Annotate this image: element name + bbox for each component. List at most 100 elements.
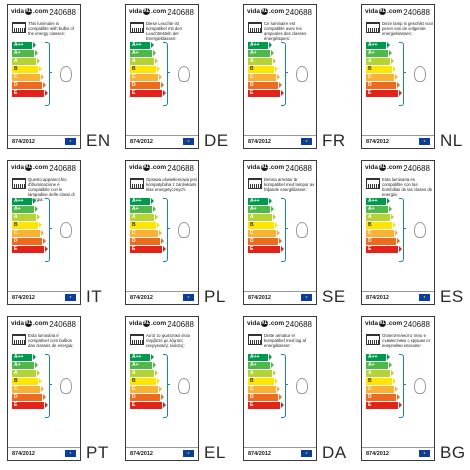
footer-divider (362, 447, 434, 448)
regulation-number: 874/2012 (12, 451, 35, 457)
brand-text-before: vida (129, 8, 143, 15)
regulation-number: 874/2012 (12, 295, 35, 301)
energy-label-it: vida XL .com 240688 Questo apparecchio d'ill… (0, 156, 117, 310)
label-card: vida XL .com 240688 Dette armatur er kompati… (243, 316, 317, 461)
brand-mark: XL (379, 320, 387, 327)
regulation-number: 874/2012 (366, 139, 389, 145)
compatibility-bracket (45, 354, 52, 418)
energy-class-scale: A++ A+ A B C D E (366, 354, 402, 410)
energy-class-bar: D (366, 237, 400, 246)
language-code: DA (322, 443, 347, 462)
energy-class-bar: A++ (130, 354, 154, 362)
energy-class-bar: C (248, 73, 280, 82)
energy-label-en: vida XL .com 240688 This luminaire is compat… (0, 0, 117, 154)
energy-class-bar: A+ (12, 205, 38, 214)
energy-class-bar: A++ (12, 42, 36, 50)
energy-class-bar: E (248, 401, 284, 410)
brand-text-before: vida (247, 320, 261, 327)
brand-mark: XL (379, 164, 387, 171)
energy-class-bar: A+ (366, 361, 392, 370)
product-code: 240688 (403, 320, 430, 329)
compatibility-bracket (163, 198, 170, 262)
energy-class-bar: C (366, 73, 398, 82)
energy-label-se: vida XL .com 240688 Denna armatur är kompati… (236, 156, 353, 310)
energy-class-bar: A+ (366, 49, 392, 58)
bulb-outline-icon (414, 378, 426, 394)
brand-logo: vida XL .com (129, 8, 166, 15)
energy-class-bar: A++ (12, 198, 36, 206)
energy-class-bar: A+ (248, 49, 274, 58)
compatibility-text: Dette armatur er kompatibel med lag af e… (264, 333, 307, 348)
label-card: vida XL .com 240688 Deze lamp is geschikt vo… (361, 4, 435, 149)
label-card: vida XL .com 240688 Diese Leuchte ist kompat… (125, 4, 199, 149)
brand-text-after: .com (269, 164, 285, 171)
bulb-outline-icon (296, 378, 308, 394)
brand-text-after: .com (151, 164, 167, 171)
compatibility-text: Deze lamp is geschikt voor peren van de … (382, 21, 434, 36)
energy-class-bar: D (248, 393, 282, 402)
compatibility-bracket (45, 42, 52, 106)
footer-divider (8, 291, 80, 292)
brand-logo: vida XL .com (129, 164, 166, 171)
footer-divider (8, 447, 80, 448)
regulation-number: 874/2012 (366, 451, 389, 457)
energy-class-bar: B (130, 65, 160, 74)
compatibility-text: Αυτό το φωτιστικό είναι συμβατό με λάμπε… (146, 333, 190, 348)
energy-class-scale: A++ A+ A B C D E (12, 42, 48, 98)
energy-class-bar: A++ (12, 354, 36, 362)
energy-class-bar: A++ (366, 198, 390, 206)
language-code: DE (204, 131, 229, 150)
brand-logo: vida XL .com (247, 320, 284, 327)
compatibility-text: Esta luminária é compatível com bulbos d… (28, 333, 74, 348)
brand-text-before: vida (365, 164, 379, 171)
energy-class-bar: A++ (130, 42, 154, 50)
brand-mark: XL (25, 8, 33, 15)
energy-label-el: vida XL .com 240688 Αυτό το φωτιστικό είναι … (118, 312, 235, 466)
luminaire-icon (366, 22, 380, 33)
brand-mark: XL (261, 8, 269, 15)
bulb-outline-icon (414, 66, 426, 82)
energy-class-bar: C (12, 229, 44, 238)
label-card: vida XL .com 240688 Αυτό το φωτιστικό είναι … (125, 316, 199, 461)
energy-class-bar: D (12, 237, 46, 246)
energy-class-bar: A+ (248, 205, 274, 214)
luminaire-icon (12, 178, 26, 189)
eu-flag-icon: ★ (65, 138, 76, 145)
brand-logo: vida XL .com (365, 320, 402, 327)
energy-class-bar: A++ (248, 198, 272, 206)
luminaire-icon (130, 334, 144, 345)
energy-class-bar: B (130, 221, 160, 230)
compatibility-bracket (163, 42, 170, 106)
eu-flag-icon: ★ (183, 294, 194, 301)
brand-text-after: .com (151, 320, 167, 327)
energy-class-bar: A++ (366, 354, 390, 362)
energy-class-bar: A+ (130, 361, 156, 370)
brand-text-before: vida (365, 8, 379, 15)
eu-flag-icon: ★ (65, 450, 76, 457)
label-card: vida XL .com 240688 This luminaire is compat… (7, 4, 81, 149)
footer-divider (362, 291, 434, 292)
energy-class-bar: A+ (130, 49, 156, 58)
energy-class-scale: A++ A+ A B C D E (366, 42, 402, 98)
energy-class-bar: A (130, 213, 158, 222)
brand-logo: vida XL .com (365, 8, 402, 15)
energy-class-bar: A (366, 57, 394, 66)
brand-mark: XL (143, 8, 151, 15)
energy-label-es: vida XL .com 240688 Esta luminaria es compat… (354, 156, 470, 310)
energy-class-bar: D (130, 81, 164, 90)
compatibility-bracket (281, 354, 288, 418)
energy-label-da: vida XL .com 240688 Dette armatur er kompati… (236, 312, 353, 466)
energy-class-bar: D (248, 237, 282, 246)
energy-class-bar: E (366, 401, 402, 410)
compatibility-text: Denna armatur är kompatibel med lampor a… (264, 177, 315, 192)
energy-class-scale: A++ A+ A B C D E (130, 198, 166, 254)
language-code: IT (86, 287, 103, 306)
label-card: vida XL .com 240688 Oprawa oświetleniowa jes… (125, 160, 199, 305)
energy-class-bar: A++ (366, 42, 390, 50)
footer-divider (244, 291, 316, 292)
language-code: BG (440, 443, 466, 462)
product-code: 240688 (49, 164, 76, 173)
energy-class-bar: A+ (130, 205, 156, 214)
footer-divider (126, 447, 198, 448)
